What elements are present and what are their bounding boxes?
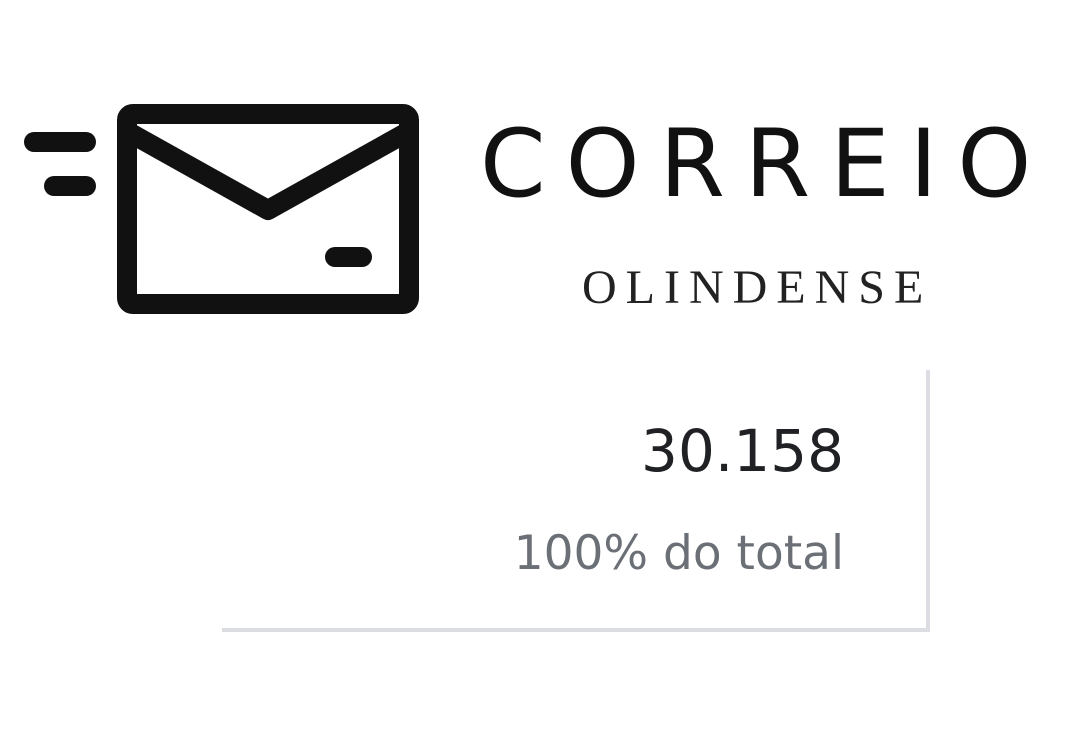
brand-logo: CORREIO OLINDENSE xyxy=(0,0,1080,340)
envelope-icon xyxy=(24,104,419,314)
stat-card: 30.158 100% do total xyxy=(222,370,930,632)
brand-subtitle: OLINDENSE xyxy=(582,261,933,314)
brand-name: CORREIO xyxy=(480,110,1052,219)
stat-value: 30.158 xyxy=(641,417,844,485)
stat-caption: 100% do total xyxy=(513,526,844,581)
